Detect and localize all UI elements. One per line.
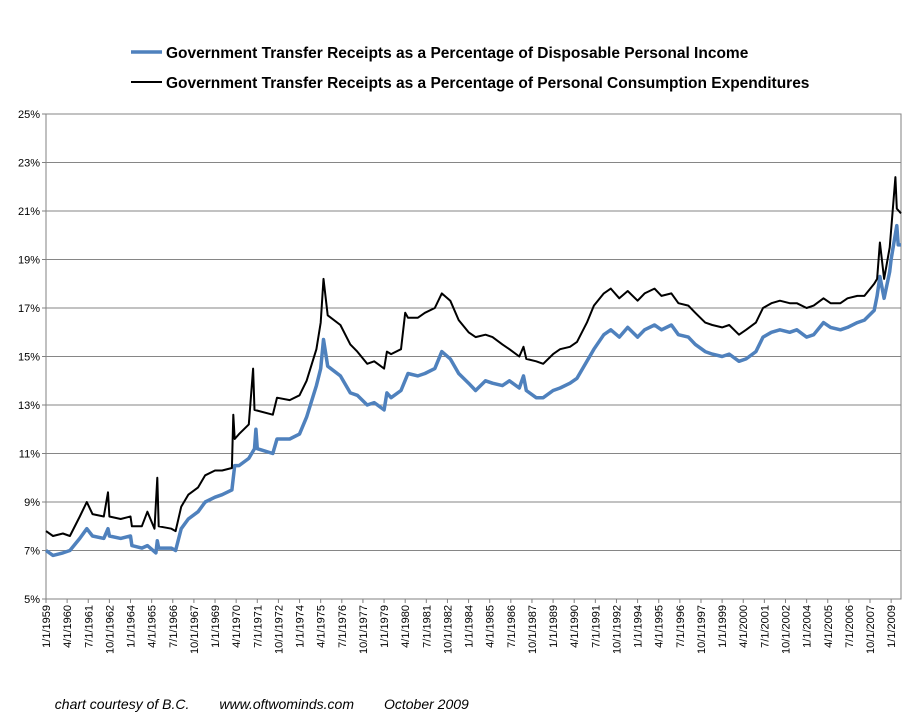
x-tick-label: 7/1/1991 xyxy=(590,605,602,648)
y-tick-label: 19% xyxy=(18,255,40,267)
x-tick-label: 1/1/1989 xyxy=(548,605,560,648)
x-tick-label: 4/1/1990 xyxy=(569,605,581,648)
x-tick-label: 10/1/1992 xyxy=(611,605,623,654)
x-tick-label: 10/1/1977 xyxy=(358,605,370,654)
x-tick-label: 7/1/1981 xyxy=(421,605,433,648)
y-tick-label: 7% xyxy=(24,546,40,558)
footer-date: October 2009 xyxy=(383,696,469,712)
x-tick-label: 7/1/1976 xyxy=(337,605,349,648)
chart-footer: chart courtesy of B.C. www.oftwominds.com… xyxy=(47,680,469,712)
grid-lines xyxy=(46,113,901,551)
x-tick-label: 1/1/1974 xyxy=(295,605,307,648)
y-tick-label: 17% xyxy=(18,303,40,315)
y-tick-label: 11% xyxy=(19,449,40,461)
y-tick-label: 9% xyxy=(24,497,40,509)
x-tick-label: 7/1/1966 xyxy=(168,605,180,648)
series-lines xyxy=(44,176,902,558)
y-tick-label: 23% xyxy=(18,158,40,170)
x-tick-label: 10/1/1997 xyxy=(696,605,708,654)
legend-label-consumption-expenditures: Government Transfer Receipts as a Percen… xyxy=(166,75,809,92)
y-tick-label: 21% xyxy=(18,206,40,218)
x-tick-label: 1/1/1999 xyxy=(717,605,729,648)
y-tick-label: 13% xyxy=(18,400,40,412)
series-line-consumption-expenditures xyxy=(45,176,902,537)
y-tick-label: 25% xyxy=(18,109,40,121)
x-tick-label: 10/1/1982 xyxy=(442,605,454,654)
x-tick-label: 1/1/1994 xyxy=(633,605,645,648)
x-tick-label: 10/1/2002 xyxy=(780,605,792,654)
footer-credit: chart courtesy of B.C. xyxy=(54,696,190,712)
x-tick-label: 7/1/2006 xyxy=(844,605,856,648)
x-tick-label: 1/1/1984 xyxy=(464,605,476,648)
y-tick-label: 5% xyxy=(24,594,40,606)
x-tick-label: 7/1/1986 xyxy=(506,605,518,648)
series-line-disposable-income xyxy=(44,223,901,558)
x-tick-label: 1/1/1964 xyxy=(126,605,138,648)
x-tick-label: 1/1/1979 xyxy=(379,605,391,648)
x-tick-label: 4/1/1995 xyxy=(654,605,666,648)
y-axis-ticks: 5% 7% 9% 11% 13% 15% 17% 19% 21% 23% 25% xyxy=(18,109,46,606)
x-tick-label: 1/1/2004 xyxy=(802,605,814,648)
x-tick-label: 7/1/1971 xyxy=(252,605,264,648)
x-tick-label: 4/1/1970 xyxy=(231,605,243,648)
x-tick-label: 1/1/1969 xyxy=(210,605,222,648)
x-tick-label: 7/1/1996 xyxy=(675,605,687,648)
x-tick-label: 10/1/1972 xyxy=(273,605,285,654)
x-tick-label: 4/1/1985 xyxy=(485,605,497,648)
x-tick-label: 4/1/1980 xyxy=(400,605,412,648)
x-tick-label: 10/1/2007 xyxy=(865,605,877,654)
x-tick-label: 4/1/1965 xyxy=(147,605,159,648)
x-tick-label: 4/1/1960 xyxy=(62,605,74,648)
footer-website: www.oftwominds.com xyxy=(219,696,354,712)
x-tick-label: 4/1/2000 xyxy=(738,605,750,648)
x-tick-label: 7/1/1961 xyxy=(83,605,95,648)
x-tick-label: 10/1/1962 xyxy=(104,605,116,654)
x-tick-label: 4/1/1975 xyxy=(316,605,328,648)
x-axis-ticks: 1/1/1959 4/1/1960 7/1/1961 10/1/1962 1/1/196… xyxy=(41,599,898,654)
x-tick-label: 4/1/2005 xyxy=(823,605,835,648)
x-tick-label: 7/1/2001 xyxy=(759,605,771,648)
x-tick-label: 10/1/1967 xyxy=(189,605,201,654)
x-tick-label: 10/1/1987 xyxy=(527,605,539,654)
x-tick-label: 1/1/2009 xyxy=(886,605,898,648)
legend-label-disposable-income: Government Transfer Receipts as a Percen… xyxy=(166,45,749,62)
y-tick-label: 15% xyxy=(18,352,40,364)
x-tick-label: 1/1/1959 xyxy=(41,605,53,648)
legend: Government Transfer Receipts as a Percen… xyxy=(131,45,809,92)
